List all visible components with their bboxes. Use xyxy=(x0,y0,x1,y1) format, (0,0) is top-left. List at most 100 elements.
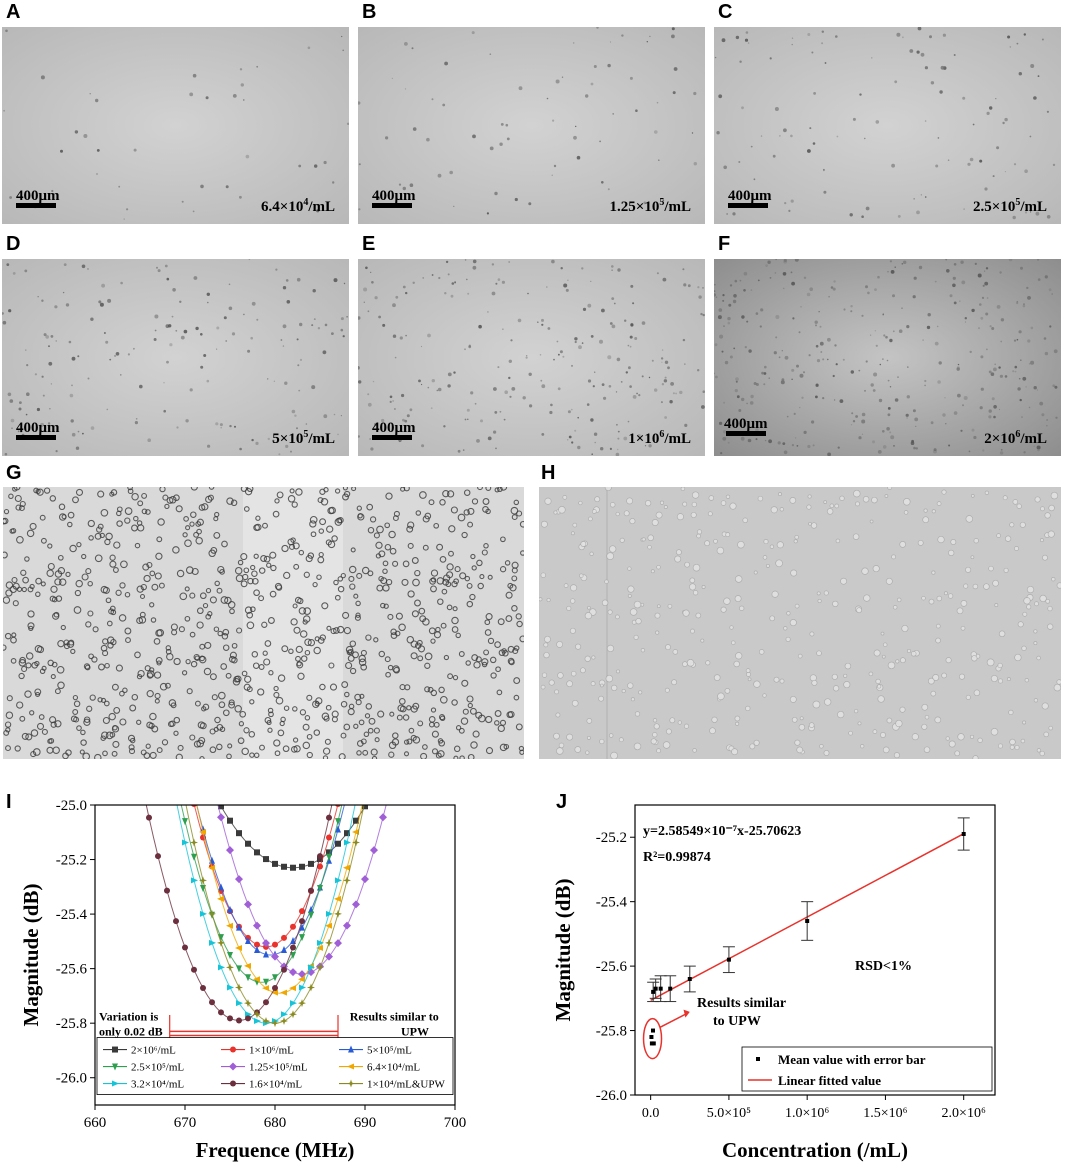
cell-dot xyxy=(952,283,956,288)
cell-dot xyxy=(974,262,977,265)
data-marker xyxy=(227,984,234,991)
cell-ring xyxy=(24,690,32,698)
data-marker xyxy=(347,1079,355,1088)
data-marker xyxy=(244,900,252,909)
cell-ring xyxy=(156,536,163,543)
cell-dot xyxy=(508,261,511,263)
cell-dot xyxy=(115,352,120,356)
cell-ring xyxy=(543,642,549,648)
cell-ring xyxy=(304,638,312,646)
cell-ring xyxy=(128,748,136,755)
cell-ring xyxy=(334,518,343,526)
cell-ring xyxy=(720,500,727,506)
cell-ring xyxy=(826,508,834,515)
cell-ring xyxy=(374,737,380,743)
micrograph-h xyxy=(539,487,1061,759)
cell-ring xyxy=(753,570,758,575)
cell-dot xyxy=(282,286,287,290)
cell-ring xyxy=(266,720,272,726)
cell-dot xyxy=(1016,42,1019,45)
cell-dot xyxy=(920,52,925,57)
cell-ring xyxy=(452,606,458,612)
cell-dot xyxy=(697,286,700,289)
cell-ring xyxy=(219,569,225,575)
cell-ring xyxy=(519,520,524,528)
cell-ring xyxy=(18,672,25,680)
cell-ring xyxy=(460,717,469,725)
cell-dot xyxy=(611,265,614,268)
cell-ring xyxy=(176,569,185,578)
data-marker xyxy=(263,950,269,958)
cell-ring xyxy=(141,492,148,499)
cell-ring xyxy=(513,694,520,701)
cell-dot xyxy=(775,259,777,261)
cell-dot xyxy=(593,65,597,68)
cell-dot xyxy=(175,329,178,332)
cell-ring xyxy=(34,644,43,653)
cell-dot xyxy=(729,355,733,359)
data-marker xyxy=(272,974,278,982)
legend-item: 1×10⁶/mL xyxy=(249,1045,294,1057)
cell-dot xyxy=(611,324,616,329)
cell-ring xyxy=(105,532,113,541)
cell-ring xyxy=(832,600,839,608)
cell-ring xyxy=(10,658,17,664)
cell-ring xyxy=(136,719,142,725)
cell-dot xyxy=(445,260,449,264)
cell-dot xyxy=(783,259,787,264)
cell-dot xyxy=(200,333,203,336)
cell-dot xyxy=(2,320,7,325)
cell-dot xyxy=(346,316,348,318)
cell-dot xyxy=(385,136,389,140)
cell-dot xyxy=(587,379,592,383)
cell-ring xyxy=(1012,499,1019,505)
cell-ring xyxy=(481,658,489,666)
cell-ring xyxy=(571,699,579,707)
cell-ring xyxy=(682,501,688,507)
data-point xyxy=(649,978,662,999)
cell-ring xyxy=(615,614,620,620)
cell-dot xyxy=(763,383,766,386)
cell-ring xyxy=(1026,585,1035,594)
cell-dot xyxy=(816,359,821,363)
cell-ring xyxy=(76,541,82,548)
cell-dot xyxy=(979,159,983,163)
cell-dot xyxy=(1049,325,1052,328)
cell-dot xyxy=(634,337,638,340)
cell-ring xyxy=(72,694,79,701)
cell-ring xyxy=(906,648,912,654)
cell-dot xyxy=(632,302,635,305)
cell-ring xyxy=(945,736,950,741)
cell-ring xyxy=(4,721,12,728)
cell-dot xyxy=(815,383,819,387)
cell-ring xyxy=(604,487,612,492)
cell-ring xyxy=(439,715,446,722)
cell-dot xyxy=(878,398,883,403)
cell-dot xyxy=(251,301,256,306)
cell-dot xyxy=(656,272,659,275)
cell-ring xyxy=(52,612,60,620)
cell-ring xyxy=(109,554,116,561)
cell-dot xyxy=(40,75,45,80)
cell-ring xyxy=(171,629,178,636)
cell-ring xyxy=(988,565,994,572)
cell-ring xyxy=(470,553,476,560)
cell-ring xyxy=(199,643,206,650)
cell-ring xyxy=(224,596,232,605)
cell-dot xyxy=(231,332,236,336)
cell-ring xyxy=(1036,748,1042,753)
cell-dot xyxy=(571,408,573,411)
series-line-7 xyxy=(145,805,333,1022)
cell-ring xyxy=(298,607,307,615)
cell-ring xyxy=(21,665,28,673)
cell-ring xyxy=(1019,521,1026,528)
cell-dot xyxy=(957,363,960,366)
cell-ring xyxy=(887,487,893,490)
cell-dot xyxy=(985,267,989,270)
plot-area xyxy=(145,805,387,1028)
cell-dot xyxy=(474,402,477,405)
cell-dot xyxy=(1028,406,1031,409)
data-marker xyxy=(236,1000,243,1007)
cell-ring xyxy=(228,699,235,706)
cell-ring xyxy=(424,512,432,520)
